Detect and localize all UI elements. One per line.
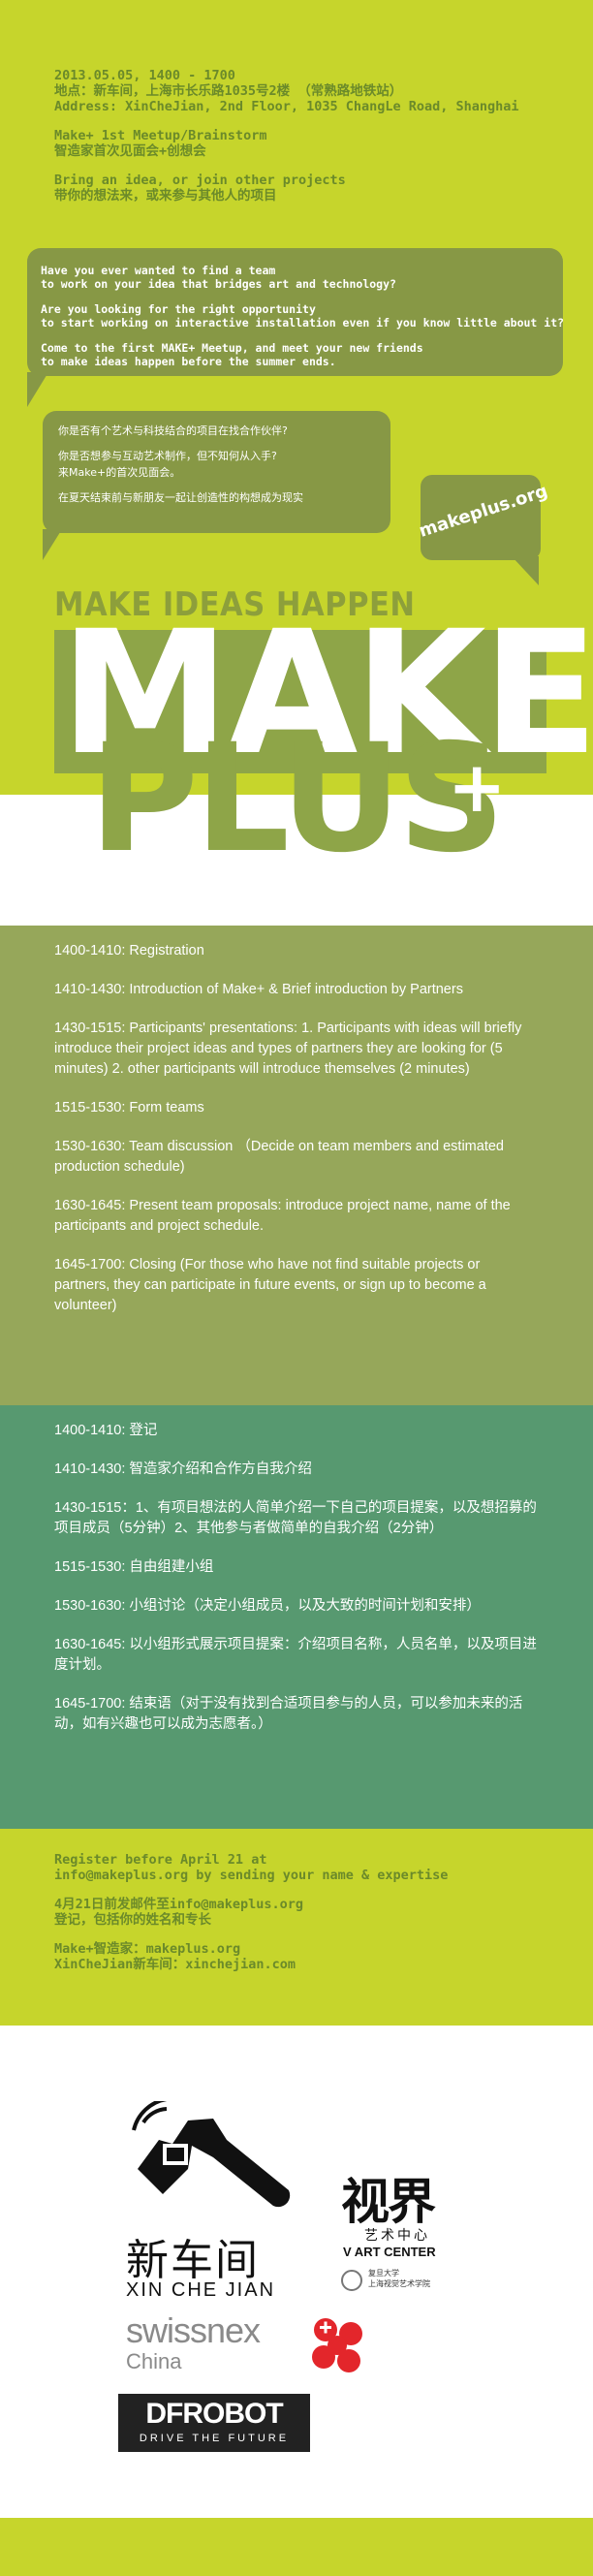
xinchejian-link[interactable]: XinCheJian新车间：xinchejian.com [54, 1957, 296, 1972]
schedule-en-item: 1410-1430: Introduction of Make+ & Brief… [54, 982, 463, 997]
xinchejian-cn-name: 新车间 [126, 2236, 260, 2285]
bring-idea-en: Bring an idea, or join other projects [54, 173, 346, 188]
fudan-names: 复旦大学 上海视觉艺术学院 [368, 2268, 430, 2289]
fudan-line: 复旦大学 [368, 2269, 399, 2278]
speech-bubble-tail [43, 529, 62, 560]
schedule-en-item: 1430-1515: Participants' presentations: … [54, 1021, 522, 1077]
logo-make-text: MAKE [60, 594, 593, 793]
schedule-english: 1400-1410: Registration 1410-1430: Introd… [0, 926, 593, 1405]
schedule-cn-item: 1430-1515：1、有项目想法的人简单介绍一下自己的项目提案，以及想招募的项… [54, 1500, 537, 1536]
speech-bubble-english: Have you ever wanted to find a team to w… [27, 248, 565, 376]
event-info: 2013.05.05, 1400 - 1700 地点：新车间，上海市长乐路103… [54, 68, 519, 204]
logo-plus-sign: + [448, 746, 507, 828]
register-line[interactable]: 4月21日前发邮件至info@makeplus.org [54, 1897, 304, 1912]
xinchejian-en-name: XIN CHE JIAN [126, 2279, 276, 2301]
speech-bubble-tail [27, 372, 48, 407]
register-line: 登记，包括你的姓名和专长 [54, 1912, 211, 1928]
bring-idea-cn: 带你的想法来，或来参与其他人的项目 [54, 188, 277, 204]
dfrobot-logo-block [118, 2394, 310, 2452]
schedule-cn-item: 1530-1630: 小组讨论（决定小组成员，以及大致的时间计划和安排） [54, 1598, 481, 1614]
registration-info: Register before April 21 at info@makeplu… [54, 1852, 448, 1972]
bubble-en-line: Are you looking for the right opportunit… [41, 302, 316, 316]
vart-center-cn: 艺术中心 [364, 2228, 430, 2244]
schedule-cn-list: 1400-1410: 登记 1410-1430: 智造家介绍和合作方自我介绍 143… [54, 1421, 539, 1753]
schedule-cn-item: 1410-1430: 智造家介绍和合作方自我介绍 [54, 1461, 312, 1477]
schedule-en-item: 1515-1530: Form teams [54, 1100, 204, 1115]
bubble-cn-line: 来Make+的首次见面会。 [58, 466, 181, 479]
swissnex-china: China [126, 2349, 182, 2373]
schedule-cn-item: 1400-1410: 登记 [54, 1423, 158, 1438]
schedule-cn-item: 1645-1700: 结束语（对于没有找到合适项目参与的人员，可以参加未来的活动… [54, 1696, 523, 1732]
hero-section: 2013.05.05, 1400 - 1700 地点：新车间，上海市长乐路103… [0, 0, 593, 795]
speech-bubble-chinese: 你是否有个艺术与科技结合的项目在找合作伙伴? 你是否想参与互动艺术制作，但不知何… [43, 411, 390, 533]
dfrobot-logo: DFROBOT [145, 2398, 283, 2430]
register-line: Register before April 21 at [54, 1852, 267, 1868]
tagline: MAKE IDEAS HAPPEN [54, 585, 416, 624]
logo-plus-text: PLUS [89, 712, 505, 886]
bubble-cn-line: 在夏天结束前与新朋友一起让创造性的构想成为现实 [58, 491, 303, 504]
makeplus-link[interactable]: Make+智造家：makeplus.org [54, 1941, 241, 1957]
schedule-chinese: 1400-1410: 登记 1410-1430: 智造家介绍和合作方自我介绍 143… [0, 1405, 593, 1829]
schedule-cn-item: 1630-1645: 以小组形式展示项目提案：介绍项目名称，人员名单，以及项目进… [54, 1637, 537, 1673]
xinchejian-wrench-icon [132, 2101, 291, 2208]
bubble-en-line: to work on your idea that bridges art an… [41, 277, 396, 291]
event-title-en: Make+ 1st Meetup/Brainstorm [54, 128, 267, 143]
swissnex-cross-icon [312, 2318, 362, 2372]
bubble-en-line: Have you ever wanted to find a team [41, 264, 276, 277]
site-badge-bubble [421, 475, 541, 560]
logo-plus-section [0, 795, 593, 926]
dfrobot-slogan: DRIVE THE FUTURE [139, 2433, 290, 2444]
event-location-cn: 地点：新车间，上海市长乐路1035号2楼 （常熟路地铁站） [54, 83, 403, 99]
schedule-en-item: 1400-1410: Registration [54, 943, 204, 958]
schedule-en-item: 1530-1630: Team discussion （Decide on te… [54, 1139, 504, 1175]
make-logo-block [54, 630, 546, 773]
schedule-en-list: 1400-1410: Registration 1410-1430: Introd… [54, 941, 539, 1335]
speech-bubble-tail [512, 556, 539, 585]
bubble-cn-line: 你是否有个艺术与科技结合的项目在找合作伙伴? [58, 424, 288, 437]
bubble-cn-line: 你是否想参与互动艺术制作，但不知何从入手? [58, 450, 277, 462]
fudan-seal-icon [341, 2270, 362, 2291]
bubble-en-line: to make ideas happen before the summer e… [41, 355, 336, 368]
schedule-en-item: 1645-1700: Closing (For those who have n… [54, 1257, 486, 1313]
bottom-bar [0, 2518, 593, 2576]
event-title-cn: 智造家首次见面会+创想会 [54, 143, 206, 159]
vart-center-en: V ART CENTER [343, 2245, 436, 2259]
swissnex-logo: swissnex [126, 2310, 261, 2350]
registration-section: Register before April 21 at info@makeplu… [0, 1829, 593, 2026]
sponsors-section: 新车间 XIN CHE JIAN 视界 艺术中心 V ART CENTER 复旦… [0, 2026, 593, 2518]
schedule-en-item: 1630-1645: Present team proposals: intro… [54, 1198, 511, 1234]
bubble-en-line: Come to the first MAKE+ Meetup, and meet… [41, 341, 423, 355]
vart-center-logo: 视界 [341, 2174, 436, 2230]
register-email-line[interactable]: info@makeplus.org by sending your name &… [54, 1868, 449, 1883]
event-date-time: 2013.05.05, 1400 - 1700 [54, 68, 235, 83]
schedule-cn-item: 1515-1530: 自由组建小组 [54, 1559, 214, 1575]
event-address-en: Address: XinCheJian, 2nd Floor, 1035 Cha… [54, 99, 519, 114]
bubble-en-line: to start working on interactive installa… [41, 316, 565, 330]
fudan-line: 上海视觉艺术学院 [368, 2279, 430, 2288]
